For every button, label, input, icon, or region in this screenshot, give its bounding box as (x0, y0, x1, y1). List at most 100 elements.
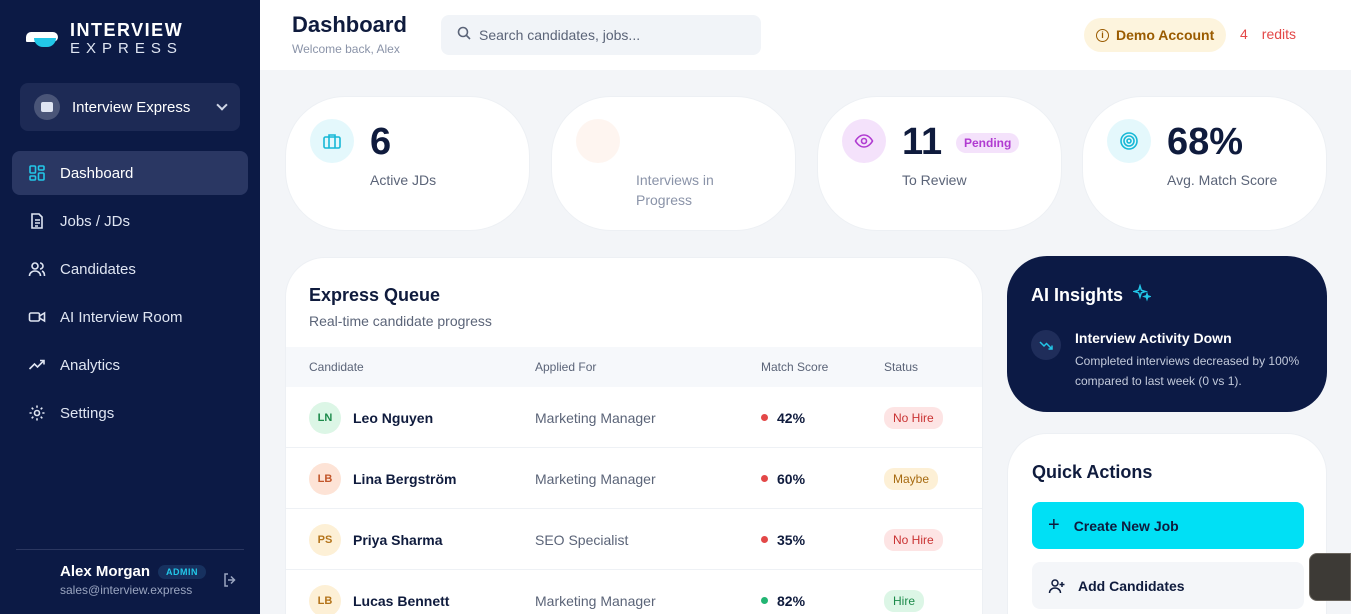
status-badge: No Hire (884, 528, 943, 551)
top-header: Dashboard Welcome back, Alex i Demo Acco… (260, 0, 1351, 70)
logo-icon (26, 28, 60, 50)
video-icon (28, 308, 46, 326)
workspace-name: Interview Express (72, 98, 191, 116)
credits-count: 4 (1240, 26, 1248, 42)
table-row[interactable]: LN Leo Nguyen Marketing Manager 42% No H… (286, 387, 982, 448)
sidebar-item-label: Settings (60, 404, 115, 422)
trend-down-icon (1031, 330, 1061, 360)
floating-widget-button[interactable] (1309, 553, 1351, 601)
column-header-applied-for: Applied For (535, 360, 597, 374)
table-row[interactable]: LB Lucas Bennett Marketing Manager 82% H… (286, 570, 982, 614)
briefcase-icon (310, 119, 354, 163)
sidebar-item-analytics[interactable]: Analytics (12, 343, 248, 387)
table-header: Candidate Applied For Match Score Status (286, 347, 982, 387)
applied-job: Marketing Manager (535, 409, 656, 426)
sidebar-item-label: Dashboard (60, 164, 134, 182)
sidebar-item-settings[interactable]: Settings (12, 391, 248, 435)
applied-job: Marketing Manager (535, 470, 656, 487)
candidate-name: Leo Nguyen (353, 409, 434, 426)
demo-account-label: Demo Account (1116, 27, 1215, 43)
sparkle-icon (1131, 283, 1153, 307)
section-title: Express Queue (309, 285, 441, 305)
sidebar-item-candidates[interactable]: Candidates (12, 247, 248, 291)
workspace-switcher[interactable]: Interview Express (20, 83, 240, 131)
candidate-name: Lucas Bennett (353, 592, 450, 609)
section-title: Quick Actions (1032, 462, 1153, 482)
avatar: LB (309, 462, 341, 495)
eye-icon (842, 119, 886, 163)
stat-label: To Review (902, 172, 967, 188)
applied-job: Marketing Manager (535, 592, 656, 609)
table-row[interactable]: PS Priya Sharma SEO Specialist 35% No Hi… (286, 509, 982, 570)
ai-insights-panel: AI Insights Interview Activity Down Comp… (1007, 256, 1327, 412)
sidebar-item-dashboard[interactable]: Dashboard (12, 151, 248, 195)
credits-label: redits (1261, 26, 1297, 42)
trend-icon (28, 356, 46, 374)
search-bar[interactable] (441, 15, 761, 55)
match-score: 82% (777, 592, 806, 609)
user-email: sales@interview.express (60, 583, 193, 597)
avatar: LB (309, 584, 341, 614)
candidate-name: Lina Bergström (353, 470, 457, 487)
chevron-down-icon (216, 99, 228, 111)
users-icon (28, 260, 46, 278)
sidebar-item-label: Analytics (60, 356, 121, 374)
brand-line-1: INTERVIEW (70, 20, 184, 40)
status-badge: Hire (884, 589, 925, 612)
button-label: Create New Job (1073, 517, 1179, 534)
column-header-match-score: Match Score (761, 360, 829, 374)
stat-card-to-review[interactable]: 11 Pending To Review (817, 96, 1062, 231)
button-label: Add Candidates (1078, 577, 1185, 594)
loading-icon (576, 119, 620, 163)
document-icon (28, 212, 46, 230)
stat-card-avg-match-score[interactable]: 68% Avg. Match Score (1082, 96, 1327, 231)
plus-icon: + (1048, 514, 1060, 536)
candidate-name: Priya Sharma (353, 531, 443, 548)
section-title: AI Insights (1031, 285, 1124, 305)
score-dot (761, 414, 768, 421)
match-score: 42% (777, 409, 806, 426)
welcome-text: Welcome back, Alex (292, 42, 400, 56)
target-icon (1107, 119, 1151, 163)
brand-logo[interactable]: INTERVIEW EXPRESS (26, 20, 183, 58)
sidebar-item-ai-interview-room[interactable]: AI Interview Room (12, 295, 248, 339)
demo-account-badge[interactable]: i Demo Account (1084, 18, 1227, 52)
sidebar: INTERVIEW EXPRESS Interview Express Dash… (0, 0, 260, 614)
stat-card-active-jds[interactable]: 6 Active JDs (285, 96, 530, 231)
brand-line-2: EXPRESS (70, 40, 183, 57)
status-badge: Maybe (884, 467, 939, 490)
stat-card-interviews-in-progress[interactable]: Interviews in Progress (551, 96, 796, 231)
stat-label: Interviews in Progress (636, 172, 714, 208)
create-new-job-button[interactable]: + Create New Job (1032, 502, 1304, 549)
credits-indicator[interactable]: 4 redits (1240, 26, 1296, 42)
match-score: 60% (777, 470, 806, 487)
stat-value: 68% (1167, 121, 1244, 163)
divider (16, 549, 244, 550)
search-input[interactable] (479, 27, 739, 43)
section-subtitle: Real-time candidate progress (309, 313, 492, 329)
role-badge: ADMIN (158, 564, 207, 579)
add-candidates-button[interactable]: Add Candidates (1032, 562, 1304, 609)
sidebar-item-jobs[interactable]: Jobs / JDs (12, 199, 248, 243)
score-dot (761, 536, 768, 543)
express-queue-panel: Express Queue Real-time candidate progre… (285, 257, 983, 614)
dashboard-icon (28, 164, 46, 182)
user-profile[interactable]: Alex Morgan ADMIN sales@interview.expres… (60, 563, 207, 597)
gear-icon (28, 404, 46, 422)
match-score: 35% (777, 531, 806, 548)
status-badge: No Hire (884, 406, 943, 429)
score-dot (761, 475, 768, 482)
column-header-status: Status (884, 360, 919, 374)
sidebar-item-label: Candidates (60, 260, 136, 278)
page-title: Dashboard (292, 12, 407, 37)
insight-headline: Interview Activity Down (1075, 330, 1232, 346)
search-icon (457, 26, 471, 45)
quick-actions-panel: Quick Actions + Create New Job Add Candi… (1007, 433, 1327, 614)
info-icon: i (1096, 28, 1109, 42)
column-header-candidate: Candidate (309, 360, 364, 374)
table-row[interactable]: LB Lina Bergström Marketing Manager 60% … (286, 448, 982, 509)
stat-label: Avg. Match Score (1167, 172, 1278, 188)
user-name: Alex Morgan (60, 563, 151, 580)
applied-job: SEO Specialist (535, 531, 629, 548)
logout-icon[interactable] (222, 572, 238, 593)
